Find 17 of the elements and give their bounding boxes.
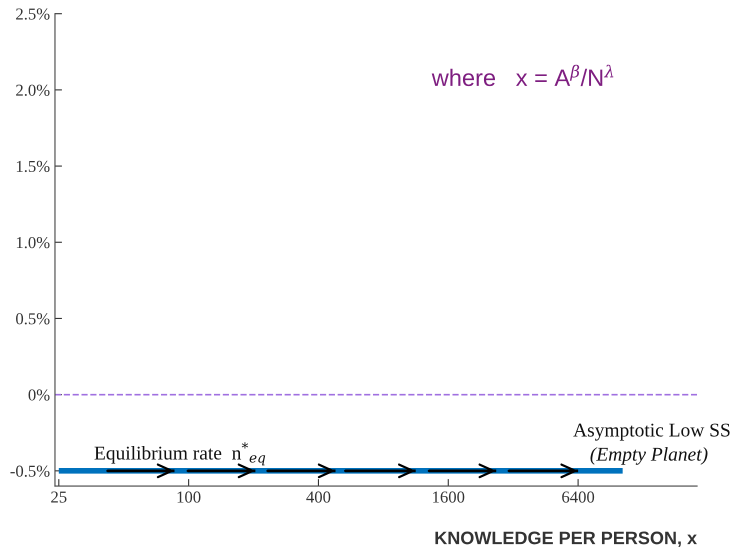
x-tick-label: 100 <box>178 491 200 503</box>
x-axis-title: KNOWLEDGE PER PERSON, x <box>435 532 697 547</box>
y-tick-label: 2.0% <box>16 84 50 96</box>
annotation: Asymptotic Low SS <box>573 424 730 441</box>
x-tick-label: 400 <box>306 491 330 503</box>
annotation: where x = A$^{β}$/N$^{λ}$ <box>432 64 614 86</box>
y-tick-label: -0.5% <box>10 466 50 477</box>
x-tick-label: 1600 <box>433 491 464 503</box>
annotation: Equilibrium rate n$^{*}$$_{eq}$ <box>94 442 266 466</box>
x-tick-label: 25 <box>51 491 66 503</box>
y-tick-label: 1.0% <box>16 236 50 248</box>
y-tick-label: 2.5% <box>16 8 50 20</box>
y-tick-label: 1.5% <box>16 160 50 172</box>
y-tick-label: 0.5% <box>16 313 50 324</box>
y-tick-label: 0% <box>28 389 50 401</box>
annotation: (Empty Planet) <box>590 447 708 465</box>
x-tick-label: 6400 <box>562 491 594 503</box>
